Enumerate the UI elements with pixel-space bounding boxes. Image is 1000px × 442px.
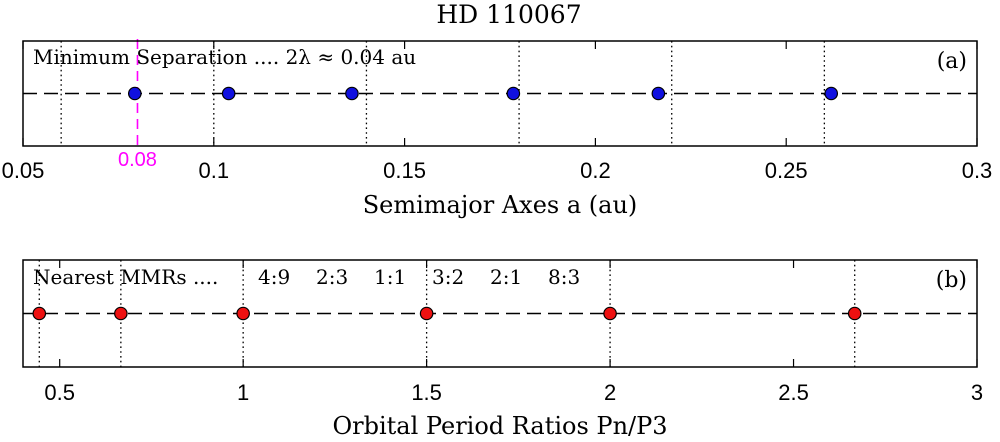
x-tick-label: 1 [237, 380, 249, 405]
x-tick-label: 0.25 [765, 158, 808, 183]
x-tick-label: 0.5 [44, 380, 75, 405]
panel-a: 0.08 0.05 0.1 0.15 0.2 0.25 0.3 Minimum Separat… [2, 39, 993, 219]
data-point-4 [506, 86, 521, 101]
x-tick-label: 0.05 [2, 158, 45, 183]
x-tick-label: 3 [971, 380, 983, 405]
figure-title: HD 110067 [436, 0, 581, 29]
mmr-label: 2:1 [490, 265, 522, 289]
panel-b: 0.5 1 1.5 2 2.5 3 Nearest MMRs .... 4:9 2:3 1:1 3:… [22, 259, 983, 440]
data-point-6 [847, 306, 862, 321]
mmr-label: 1:1 [374, 265, 406, 289]
data-point-2 [114, 306, 128, 321]
x-tick-label: 1.5 [411, 380, 442, 405]
data-point-5 [603, 306, 617, 321]
x-axis-label: Semimajor Axes a (au) [363, 191, 638, 219]
highlight-label: 0.08 [118, 149, 157, 171]
data-point-1 [32, 306, 47, 321]
data-point-3 [236, 306, 250, 321]
data-point-3 [345, 86, 359, 101]
mmr-label: 4:9 [258, 265, 290, 289]
data-point-1 [128, 86, 142, 101]
panel-label: (a) [937, 49, 967, 74]
data-point-5 [651, 86, 666, 101]
data-point-6 [824, 86, 839, 101]
x-tick-label: 0.1 [199, 158, 230, 183]
x-tick-label: 2 [604, 380, 616, 405]
mmr-label: 8:3 [548, 265, 580, 289]
panel-annotation: Nearest MMRs .... [33, 265, 218, 289]
x-axis-label: Orbital Period Ratios Pn/P3 [332, 412, 667, 440]
x-tick-label: 0.2 [580, 158, 611, 183]
panel-annotation: Minimum Separation .... 2λ ≈ 0.04 au [33, 45, 416, 69]
x-tick-label: 0.3 [962, 158, 993, 183]
x-tick-label: 0.15 [383, 158, 426, 183]
panel-label: (b) [936, 268, 967, 293]
x-tick-label: 2.5 [778, 380, 809, 405]
mmr-label: 3:2 [432, 265, 464, 289]
axes-frame [22, 40, 978, 147]
axes-frame [22, 259, 978, 368]
data-point-2 [221, 86, 236, 101]
data-point-4 [419, 306, 434, 321]
mmr-label: 2:3 [316, 265, 348, 289]
